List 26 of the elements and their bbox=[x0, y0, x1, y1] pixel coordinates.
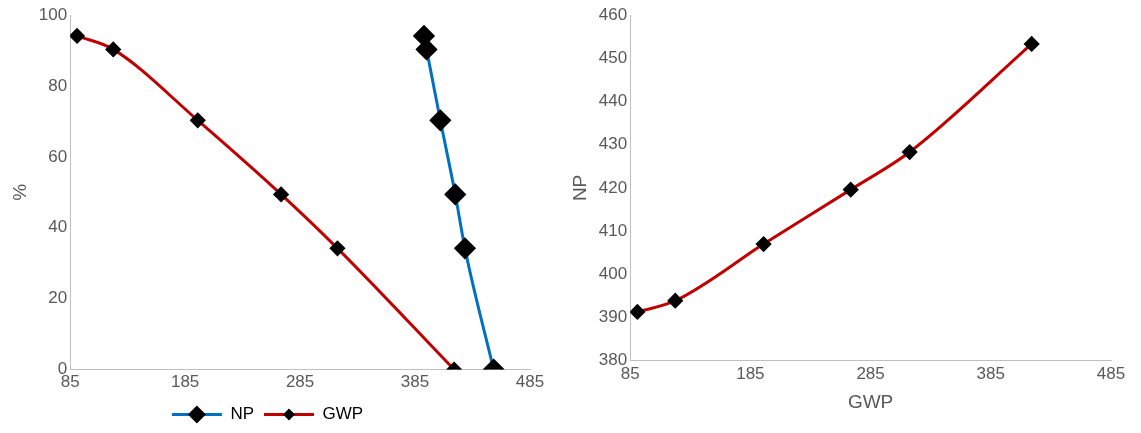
legend-label: NP bbox=[230, 404, 255, 424]
x-tick-label: 385 bbox=[400, 372, 430, 392]
x-tick-label: 485 bbox=[1096, 363, 1126, 383]
y-tick-label: 20 bbox=[48, 288, 68, 308]
y-tick-label: 430 bbox=[598, 134, 628, 154]
x-tick-label: 385 bbox=[976, 363, 1005, 383]
y-tick-label: 410 bbox=[598, 220, 628, 240]
y-tick-label: 40 bbox=[48, 217, 68, 237]
x-tick-label: 285 bbox=[285, 372, 315, 392]
y-tick-label: 60 bbox=[48, 146, 68, 166]
y-tick-label: 420 bbox=[598, 177, 628, 197]
x-tick-label: 285 bbox=[856, 363, 885, 383]
y-tick-label: 440 bbox=[598, 91, 628, 111]
y-axis-title: % bbox=[8, 183, 30, 201]
y-tick-label: 100 bbox=[38, 4, 68, 24]
y-tick-label: 390 bbox=[598, 307, 628, 327]
x-tick-label: 185 bbox=[170, 372, 200, 392]
x-axis-title: GWP bbox=[847, 390, 894, 412]
x-tick-label: 185 bbox=[736, 363, 765, 383]
y-axis-title: NP bbox=[568, 174, 590, 202]
y-tick-label: 460 bbox=[598, 4, 628, 24]
y-tick-label: 450 bbox=[598, 47, 628, 67]
y-tick-label: 400 bbox=[598, 264, 628, 284]
x-tick-label: 485 bbox=[515, 372, 545, 392]
y-tick-label: 80 bbox=[48, 75, 68, 95]
legend-label: GWP bbox=[322, 404, 364, 424]
